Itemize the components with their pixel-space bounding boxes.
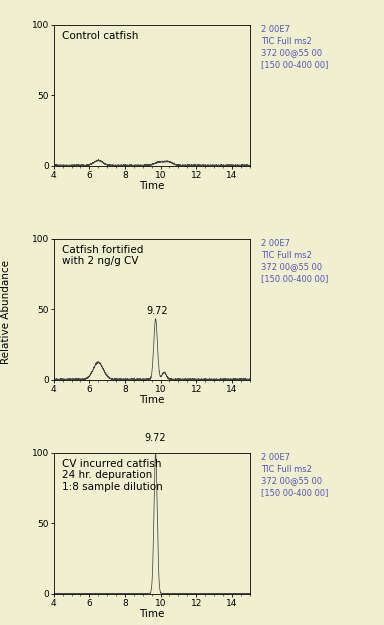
X-axis label: Time: Time [139,181,164,191]
Text: 9.72: 9.72 [145,433,166,443]
X-axis label: Time: Time [139,609,164,619]
X-axis label: Time: Time [139,395,164,405]
Text: 2 00E7
TIC Full ms2
372 00@55 00
[150 00-400 00]: 2 00E7 TIC Full ms2 372 00@55 00 [150 00… [261,453,328,498]
Text: 9.72: 9.72 [147,306,168,316]
Text: CV incurred catfish
24 hr. depuration
1:8 sample dilution: CV incurred catfish 24 hr. depuration 1:… [61,459,162,492]
Text: Catfish fortified
with 2 ng/g CV: Catfish fortified with 2 ng/g CV [61,244,143,266]
Text: Relative Abundance: Relative Abundance [1,261,11,364]
Text: 2 00E7
TIC Full ms2
372 00@55 00
[150 00-400 00]: 2 00E7 TIC Full ms2 372 00@55 00 [150 00… [261,239,328,283]
Text: Control catfish: Control catfish [61,31,138,41]
Text: 2 00E7
TIC Full ms2
372 00@55 00
[150 00-400 00]: 2 00E7 TIC Full ms2 372 00@55 00 [150 00… [261,25,328,69]
